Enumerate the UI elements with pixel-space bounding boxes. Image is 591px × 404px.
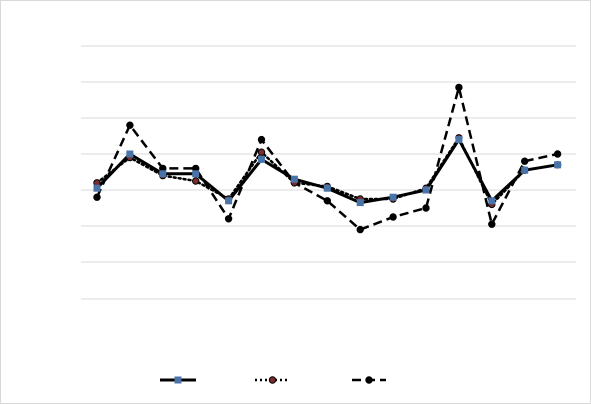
data-point [192,177,200,185]
data-point [290,175,298,183]
series-lines [95,86,559,231]
data-point [488,220,496,228]
legend-marker [365,376,373,384]
series-line-3 [95,86,558,231]
data-point [323,184,331,192]
data-point [159,170,167,178]
data-point [93,184,101,192]
data-point [225,197,233,205]
data-point [257,135,266,144]
data-point [93,193,101,201]
data-point [554,161,562,169]
data-point [389,193,397,201]
legend-marker [174,376,182,384]
data-point [389,213,397,221]
data-point [224,215,233,223]
data-point [422,204,430,212]
data-point [356,199,364,207]
data-point [455,136,463,144]
data-point [455,83,463,92]
data-point [521,157,529,165]
data-point [521,166,529,174]
legend-marker [268,376,277,384]
data-point [192,170,200,178]
data-point [422,186,430,194]
data-point [323,197,331,205]
series-markers [93,83,562,234]
data-point [126,150,134,158]
data-point [356,225,364,234]
data-point [488,197,496,205]
data-point [257,148,266,156]
data-point [126,121,134,129]
data-point [258,155,265,163]
data-point [553,150,562,158]
legend [160,376,386,384]
